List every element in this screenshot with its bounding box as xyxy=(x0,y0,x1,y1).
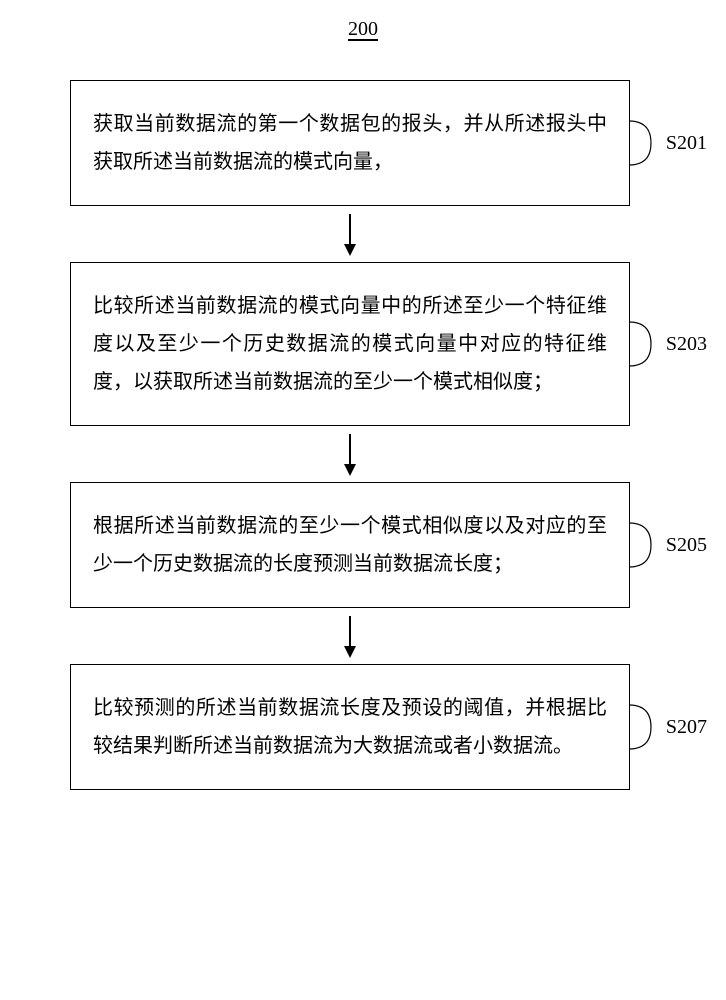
flow-node-text: 根据所述当前数据流的至少一个模式相似度以及对应的至少一个历史数据流的长度预测当前… xyxy=(93,515,607,575)
diagram-title: 200 xyxy=(348,18,378,41)
flow-node-s201: 获取当前数据流的第一个数据包的报头，并从所述报头中获取所述当前数据流的模式向量，… xyxy=(70,80,630,206)
flow-node-s203: 比较所述当前数据流的模式向量中的所述至少一个特征维度以及至少一个历史数据流的模式… xyxy=(70,262,630,426)
connector-curve-icon xyxy=(629,314,663,374)
flow-node-text: 比较所述当前数据流的模式向量中的所述至少一个特征维度以及至少一个历史数据流的模式… xyxy=(93,295,607,393)
flow-node-text: 获取当前数据流的第一个数据包的报头，并从所述报头中获取所述当前数据流的模式向量， xyxy=(93,113,607,173)
step-label: S205 xyxy=(666,526,707,564)
connector-curve-icon xyxy=(629,515,663,575)
arrow-connector xyxy=(70,426,630,482)
arrow-head-icon xyxy=(344,244,356,256)
flow-node-s205: 根据所述当前数据流的至少一个模式相似度以及对应的至少一个历史数据流的长度预测当前… xyxy=(70,482,630,608)
flow-node-s207: 比较预测的所述当前数据流长度及预设的阈值，并根据比较结果判断所述当前数据流为大数… xyxy=(70,664,630,790)
step-label: S203 xyxy=(666,325,707,363)
connector-curve-icon xyxy=(629,697,663,757)
step-label: S207 xyxy=(666,708,707,746)
step-label: S201 xyxy=(666,124,707,162)
flowchart-container: 获取当前数据流的第一个数据包的报头，并从所述报头中获取所述当前数据流的模式向量，… xyxy=(70,80,630,790)
arrow-head-icon xyxy=(344,646,356,658)
arrow-connector xyxy=(70,206,630,262)
flow-node-text: 比较预测的所述当前数据流长度及预设的阈值，并根据比较结果判断所述当前数据流为大数… xyxy=(93,697,607,757)
connector-curve-icon xyxy=(629,113,663,173)
arrow-connector xyxy=(70,608,630,664)
arrow-head-icon xyxy=(344,464,356,476)
